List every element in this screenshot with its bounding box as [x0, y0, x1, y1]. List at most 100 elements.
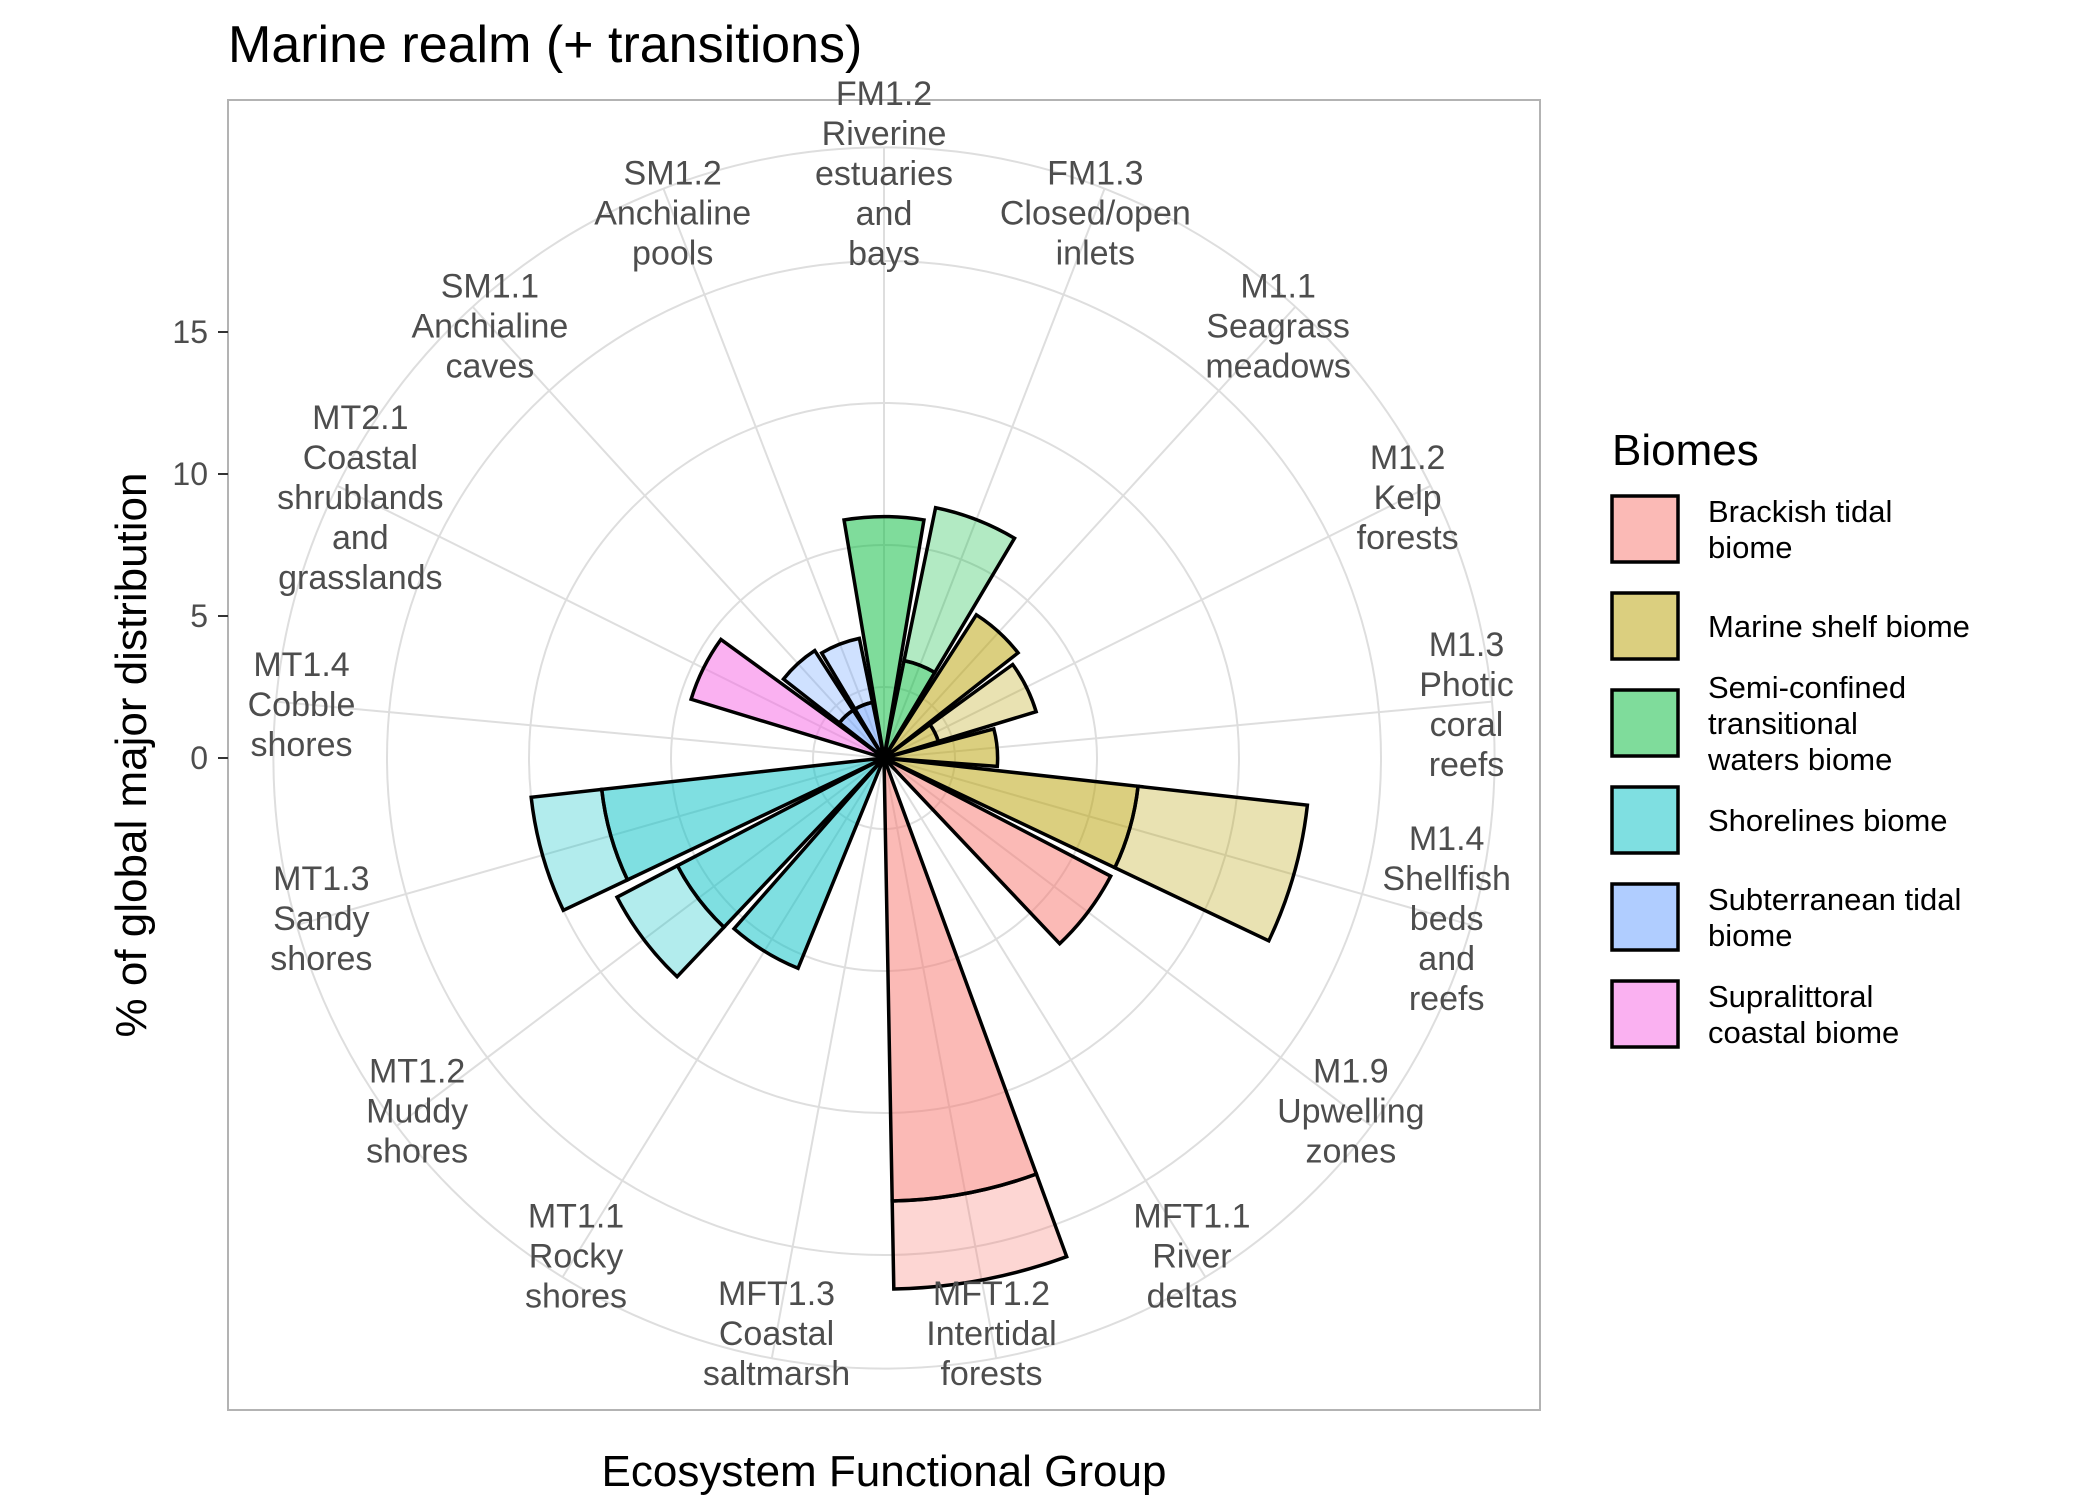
category-label-line: shrublands — [277, 479, 443, 517]
y-axis-title: % of global major distribution — [107, 473, 156, 1038]
category-label-line: Anchialine — [411, 308, 568, 346]
category-label-line: Cobble — [248, 686, 356, 724]
category-label-line: MT1.2 — [369, 1053, 465, 1091]
category-label-line: zones — [1305, 1133, 1396, 1171]
bar-major-M1.4 — [883, 756, 1140, 871]
category-label-line: deltas — [1147, 1277, 1238, 1315]
category-label-line: MT1.1 — [528, 1197, 624, 1235]
category-label-M1.9: M1.9 Upwelling zones — [1277, 1053, 1424, 1171]
legend-label-line: Semi-confined — [1708, 670, 1906, 705]
category-label-line: grasslands — [278, 559, 442, 597]
category-label-line: Upwelling — [1277, 1093, 1424, 1131]
category-label-line: Rocky — [529, 1237, 623, 1275]
category-label-line: and — [332, 519, 389, 557]
category-label-line: M1.9 — [1313, 1053, 1389, 1091]
legend-label-line: coastal biome — [1708, 1015, 1899, 1050]
category-label-line: estuaries — [815, 155, 953, 193]
category-label-FM1.3: FM1.3 Closed/open inlets — [1000, 155, 1191, 273]
category-label-M1.3: M1.3 Photic coral reefs — [1419, 626, 1514, 784]
category-label-line: River — [1152, 1237, 1231, 1275]
category-label-line: MT1.3 — [273, 860, 369, 898]
category-label-line: Intertidal — [926, 1315, 1056, 1353]
category-label-line: Coastal — [303, 439, 418, 477]
bar-major-M1.1 — [882, 612, 1021, 760]
bar-major-M1.3 — [883, 726, 1000, 769]
category-label-line: M1.4 — [1409, 820, 1485, 858]
category-label-line: FM1.2 — [836, 75, 932, 113]
bar-major-SM1.2 — [852, 700, 886, 759]
category-label-line: shores — [250, 726, 352, 764]
legend-label-line: Brackish tidal — [1708, 494, 1892, 529]
legend-label-shorelines: Shorelines biome — [1708, 803, 1948, 838]
category-label-line: beds — [1410, 900, 1484, 938]
bar-major-MFT1.2 — [882, 757, 1039, 1203]
legend-key-semi_confined — [1610, 688, 1680, 758]
category-label-line: SM1.2 — [624, 155, 722, 193]
category-label-line: and — [1418, 940, 1475, 978]
category-label-MFT1.3: MFT1.3 Coastal saltmarsh — [703, 1275, 850, 1393]
category-label-line: M1.3 — [1429, 626, 1505, 664]
legend-label-line: waters biome — [1707, 742, 1892, 777]
category-label-SM1.1: SM1.1 Anchialine caves — [411, 268, 568, 386]
y-axis: 0 5 10 15 — [172, 314, 228, 776]
category-label-MFT1.2: MFT1.2 Intertidal forests — [926, 1275, 1056, 1393]
legend-label-line: transitional — [1708, 706, 1858, 741]
category-label-MT1.3: MT1.3 Sandy shores — [270, 860, 372, 978]
category-label-line: forests — [1357, 519, 1459, 557]
category-label-line: reefs — [1429, 746, 1505, 784]
y-tick-label: 10 — [172, 456, 208, 492]
category-label-line: Closed/open — [1000, 195, 1191, 233]
legend-label-line: biome — [1708, 918, 1792, 953]
legend-label-line: Shorelines biome — [1708, 803, 1948, 838]
category-label-line: MFT1.2 — [933, 1275, 1050, 1313]
y-tick-label: 15 — [172, 314, 208, 350]
grid-spoke — [275, 700, 885, 759]
category-label-line: M1.2 — [1370, 439, 1446, 477]
legend-label-line: Marine shelf biome — [1708, 609, 1970, 644]
category-label-MFT1.1: MFT1.1 River deltas — [1133, 1197, 1250, 1315]
category-label-line: Kelp — [1374, 479, 1442, 517]
bar-major-MT1.2 — [675, 756, 886, 930]
grid-spoke — [770, 757, 885, 1359]
category-label-line: and — [856, 195, 913, 233]
y-tick-label: 0 — [190, 740, 208, 776]
legend-label-line: Subterranean tidal — [1708, 882, 1961, 917]
legend-label-supralittoral: Supralittoral coastal biome — [1708, 979, 1899, 1050]
grid-spoke — [471, 306, 885, 759]
category-label-line: bays — [848, 235, 920, 273]
category-label-line: Riverine — [822, 115, 947, 153]
category-label-MT1.1: MT1.1 Rocky shores — [525, 1197, 627, 1315]
legend-label-subterranean: Subterranean tidal biome — [1708, 882, 1961, 953]
bar-major-MT1.3 — [599, 756, 885, 883]
category-label-line: MFT1.3 — [718, 1275, 835, 1313]
bars — [529, 505, 1310, 1291]
category-label-line: reefs — [1409, 980, 1485, 1018]
x-axis-title: Ecosystem Functional Group — [602, 1447, 1167, 1496]
category-label-M1.2: M1.2 Kelp forests — [1357, 439, 1459, 557]
category-label-line: forests — [940, 1355, 1042, 1393]
legend-key-shorelines — [1610, 785, 1680, 855]
category-label-line: Coastal — [719, 1315, 834, 1353]
category-label-MT1.2: MT1.2 Muddy shores — [366, 1053, 468, 1171]
category-label-line: FM1.3 — [1047, 155, 1143, 193]
grid-spoke — [883, 757, 1207, 1278]
category-label-line: Seagrass — [1206, 308, 1350, 346]
category-label-line: SM1.1 — [441, 268, 539, 306]
category-label-line: shores — [270, 940, 372, 978]
bar-major-M1.2 — [882, 722, 941, 760]
category-label-line: saltmarsh — [703, 1355, 850, 1393]
bar-major-MT1.1 — [731, 756, 886, 971]
legend-label-line: biome — [1708, 530, 1792, 565]
legend-key-brackish — [1610, 494, 1680, 564]
legend-label-marine_shelf: Marine shelf biome — [1708, 609, 1970, 644]
category-label-line: meadows — [1205, 348, 1351, 386]
y-tick-label: 5 — [190, 598, 208, 634]
category-label-line: Anchialine — [594, 195, 751, 233]
category-label-line: MT2.1 — [312, 399, 408, 437]
bar-major-M1.9 — [882, 756, 1114, 947]
category-label-line: Shellfish — [1382, 860, 1511, 898]
